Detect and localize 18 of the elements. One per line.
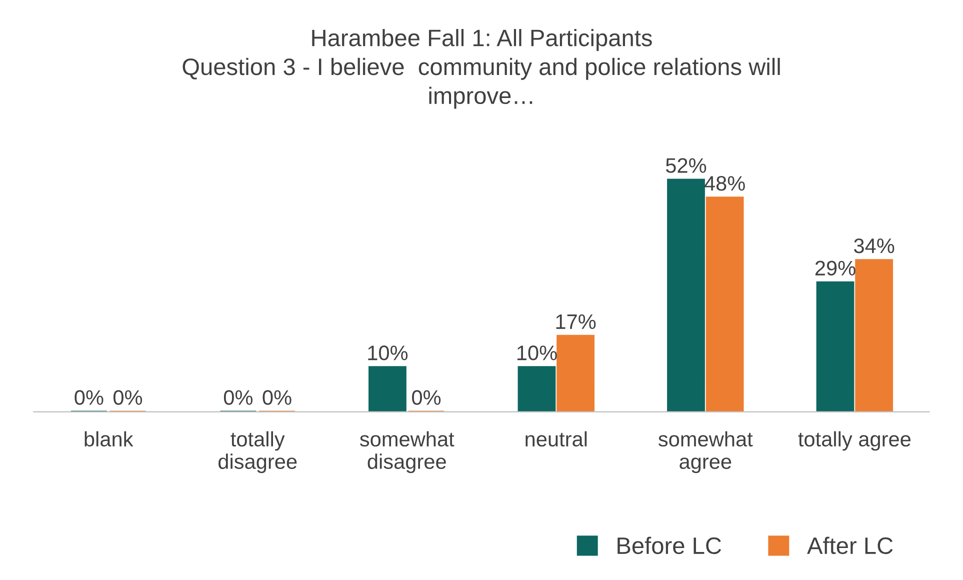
- x-tick-label: totally disagree: [218, 431, 297, 474]
- data-label: 17%: [556, 314, 596, 329]
- x-tick-label: totally agree: [798, 431, 910, 451]
- x-tick-label: blank: [84, 431, 134, 447]
- legend-label: Before LC: [618, 536, 722, 554]
- x-tick-label: neutral: [526, 431, 587, 447]
- legend-label: After LC: [807, 536, 893, 554]
- data-label: 0%: [262, 390, 292, 405]
- x-tick-label: somewhat agree: [658, 431, 753, 474]
- x-tick-label: somewhat disagree: [360, 431, 454, 474]
- data-label: 0%: [114, 390, 142, 405]
- data-label: 34%: [854, 238, 894, 254]
- data-label: 52%: [666, 158, 706, 173]
- data-label: 0%: [224, 390, 253, 405]
- data-label: 0%: [412, 390, 441, 405]
- data-label: 0%: [74, 390, 104, 405]
- chart-title: Harambee Fall 1: All Participants Question 3 - I believe community and police relations will improve…: [182, 29, 780, 109]
- data-label: 10%: [368, 346, 408, 360]
